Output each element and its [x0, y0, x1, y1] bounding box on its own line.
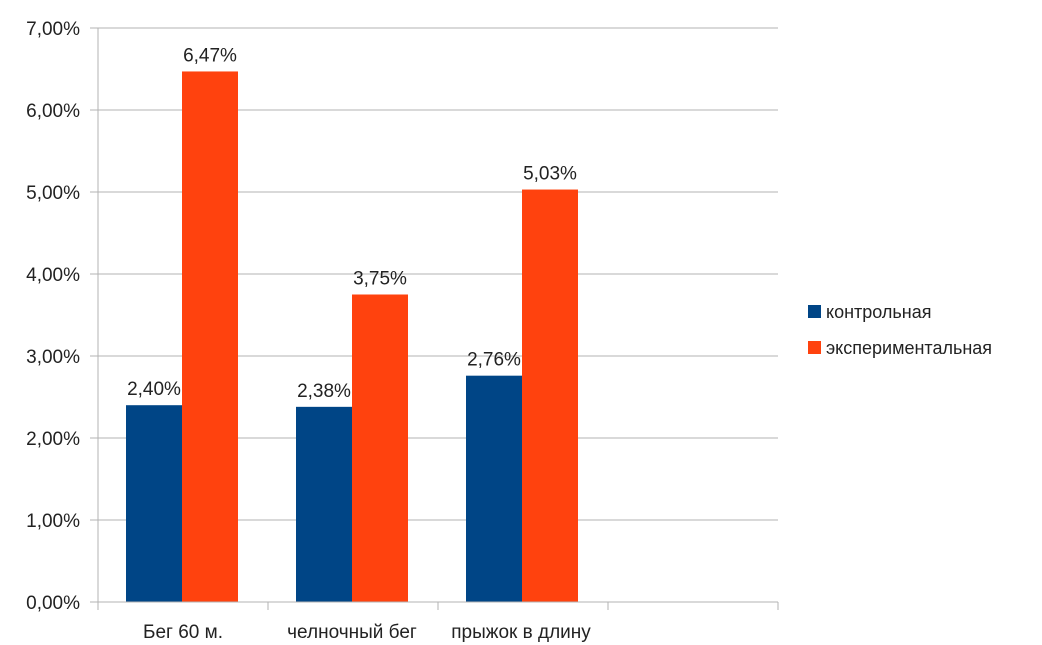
data-label: 5,03%	[523, 164, 577, 185]
legend: контрольная экспериментальная	[808, 302, 992, 358]
legend-label: контрольная	[826, 302, 931, 322]
y-tick-label: 5,00%	[26, 183, 80, 204]
bar-experimental	[352, 294, 408, 602]
legend-swatch	[808, 341, 821, 354]
category-label: челночный бег	[287, 622, 417, 643]
y-tick-label: 4,00%	[26, 265, 80, 286]
y-tick-label: 1,00%	[26, 511, 80, 532]
legend-swatch	[808, 305, 821, 318]
data-labels: 2,40% 6,47% 2,38% 3,75% 2,76% 5,03%	[127, 45, 577, 401]
bar-experimental	[182, 71, 238, 602]
bar-control	[296, 406, 352, 602]
bars	[126, 71, 578, 603]
data-label: 2,76%	[467, 350, 521, 371]
axes	[97, 28, 779, 610]
data-label: 6,47%	[183, 45, 237, 66]
bar-control	[466, 375, 522, 602]
y-tick-label: 2,00%	[26, 429, 80, 450]
category-label: Бег 60 м.	[143, 622, 223, 643]
legend-label: экспериментальная	[826, 338, 992, 358]
y-tick-label: 3,00%	[26, 347, 80, 368]
y-tick-label: 0,00%	[26, 593, 80, 614]
bar-experimental	[522, 189, 578, 603]
y-tick-label: 7,00%	[26, 19, 80, 40]
category-label: прыжок в длину	[451, 622, 591, 643]
y-tick-label: 6,00%	[26, 101, 80, 122]
data-label: 3,75%	[353, 269, 407, 290]
data-label: 2,40%	[127, 379, 181, 400]
bar-control	[126, 405, 182, 602]
y-tick-labels: 0,00% 1,00% 2,00% 3,00% 4,00% 5,00% 6,00% 7,00%	[26, 19, 80, 614]
data-label: 2,38%	[297, 381, 351, 402]
category-labels: Бег 60 м. челночный бег прыжок в длину	[143, 622, 591, 643]
